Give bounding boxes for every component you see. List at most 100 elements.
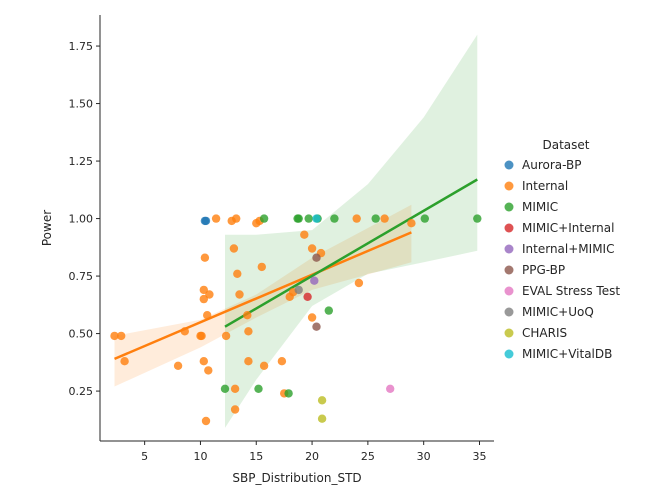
legend-marker-charis	[504, 328, 514, 338]
y-tick-label: 1.25	[69, 155, 94, 168]
legend-label-internal-mimic: Internal+MIMIC	[522, 242, 614, 256]
data-point-internal	[352, 214, 361, 223]
data-point-internal	[201, 416, 211, 426]
legend-marker-mimic	[504, 202, 514, 212]
data-point-internal	[244, 357, 253, 366]
data-point-charis	[317, 396, 327, 405]
x-tick-label: 20	[305, 450, 319, 463]
y-axis-label: Power	[40, 210, 54, 246]
x-tick-label: 35	[472, 450, 486, 463]
data-point-internal	[354, 278, 364, 288]
legend-label-eval-stress-test: EVAL Stress Test	[522, 284, 620, 298]
data-point-internal	[199, 357, 208, 366]
x-tick-label: 5	[141, 450, 148, 463]
x-axis-label: SBP_Distribution_STD	[232, 471, 361, 485]
data-point-internal	[199, 294, 208, 304]
legend-label-mimic: MIMIC	[522, 200, 558, 214]
axes	[99, 15, 494, 442]
y-ticks: 0.25 0.50 0.75 1.00 1.25 1.50 1.75	[69, 40, 100, 398]
data-point-internal	[230, 384, 240, 393]
confidence-band-mimic	[225, 34, 478, 428]
data-point-internal	[117, 331, 126, 341]
legend-label-mimic-uoq: MIMIC+UoQ	[522, 305, 594, 319]
legend-marker-internal	[504, 181, 514, 191]
data-point-mimic-vitaldb	[312, 214, 321, 223]
data-points	[110, 214, 482, 426]
data-point-internal	[257, 262, 266, 272]
legend-marker-eval-stress-test	[504, 286, 514, 296]
data-point-internal	[244, 327, 253, 336]
regression-line-internal	[114, 231, 412, 361]
data-point-internal	[110, 331, 119, 341]
data-point-internal	[259, 361, 269, 370]
x-tick-label: 25	[361, 450, 375, 463]
data-point-internal	[199, 285, 208, 295]
data-point-mimic-internal	[303, 292, 312, 301]
data-point-eval-stress-test	[386, 384, 395, 393]
data-point-internal	[221, 331, 231, 341]
legend-entries: Aurora-BP Internal MIMIC MIMIC+Internal Inte…	[504, 158, 620, 361]
legend-label-mimic-internal: MIMIC+Internal	[522, 221, 614, 235]
legend-label-mimic-vitaldb: MIMIC+VitalDB	[522, 347, 612, 361]
legend-label-ppg-bp: PPG-BP	[522, 263, 565, 277]
data-point-mimic	[371, 214, 380, 223]
y-tick-label: 0.75	[69, 270, 94, 283]
legend-marker-mimic-internal	[504, 223, 514, 233]
legend: Dataset Aurora-BP Internal MIMIC MIMIC+Inte…	[504, 138, 620, 361]
regression-lines	[114, 178, 478, 361]
data-point-internal	[180, 327, 189, 336]
data-point-internal	[120, 357, 129, 366]
legend-label-charis: CHARIS	[522, 326, 567, 340]
data-point-mimic	[284, 389, 293, 398]
data-point-mimic-uoq	[294, 285, 303, 295]
data-point-mimic	[324, 306, 333, 315]
legend-marker-internal-mimic	[504, 244, 514, 254]
x-tick-label: 30	[417, 450, 431, 463]
data-point-mimic	[294, 214, 303, 223]
x-ticks: 5 10 15 20 25 30 35	[141, 441, 486, 463]
data-point-mimic	[220, 384, 230, 393]
data-point-internal	[232, 214, 241, 223]
data-point-internal	[277, 357, 287, 366]
data-point-internal	[211, 214, 221, 223]
data-point-internal	[203, 311, 212, 320]
x-tick-label: 15	[249, 450, 263, 463]
data-point-mimic	[304, 214, 313, 223]
data-point-internal	[204, 366, 213, 375]
confidence-bands	[114, 34, 478, 428]
regression-line-mimic	[224, 178, 478, 328]
legend-label-aurora-bp: Aurora-BP	[522, 158, 581, 172]
data-point-internal	[307, 313, 317, 322]
data-point-mimic	[330, 214, 339, 223]
data-point-internal	[407, 219, 416, 228]
data-point-internal	[235, 290, 244, 299]
data-point-internal	[233, 269, 242, 278]
legend-label-internal: Internal	[522, 179, 568, 193]
data-point-internal	[229, 244, 239, 253]
data-point-mimic	[420, 214, 429, 223]
y-tick-label: 1.75	[69, 40, 94, 53]
data-point-internal	[300, 230, 309, 239]
data-point-internal	[205, 290, 214, 299]
data-point-internal	[380, 214, 389, 223]
data-point-internal	[173, 361, 183, 370]
data-point-internal	[200, 253, 210, 262]
data-point-mimic	[473, 214, 482, 223]
legend-marker-ppg-bp	[504, 265, 514, 275]
y-tick-label: 0.25	[69, 385, 94, 398]
data-point-internal	[307, 244, 317, 253]
data-point-internal-mimic	[310, 276, 319, 285]
data-point-charis	[317, 414, 327, 423]
legend-marker-aurora-bp	[504, 160, 514, 170]
legend-marker-mimic-uoq	[504, 307, 514, 317]
data-point-mimic	[259, 214, 269, 223]
y-tick-label: 1.50	[69, 98, 94, 111]
data-point-aurora-bp	[201, 216, 211, 226]
y-tick-label: 0.50	[69, 328, 94, 341]
data-point-internal	[243, 311, 252, 320]
data-point-mimic	[254, 384, 263, 393]
data-point-ppg-bp	[312, 253, 321, 262]
legend-title: Dataset	[543, 138, 590, 152]
